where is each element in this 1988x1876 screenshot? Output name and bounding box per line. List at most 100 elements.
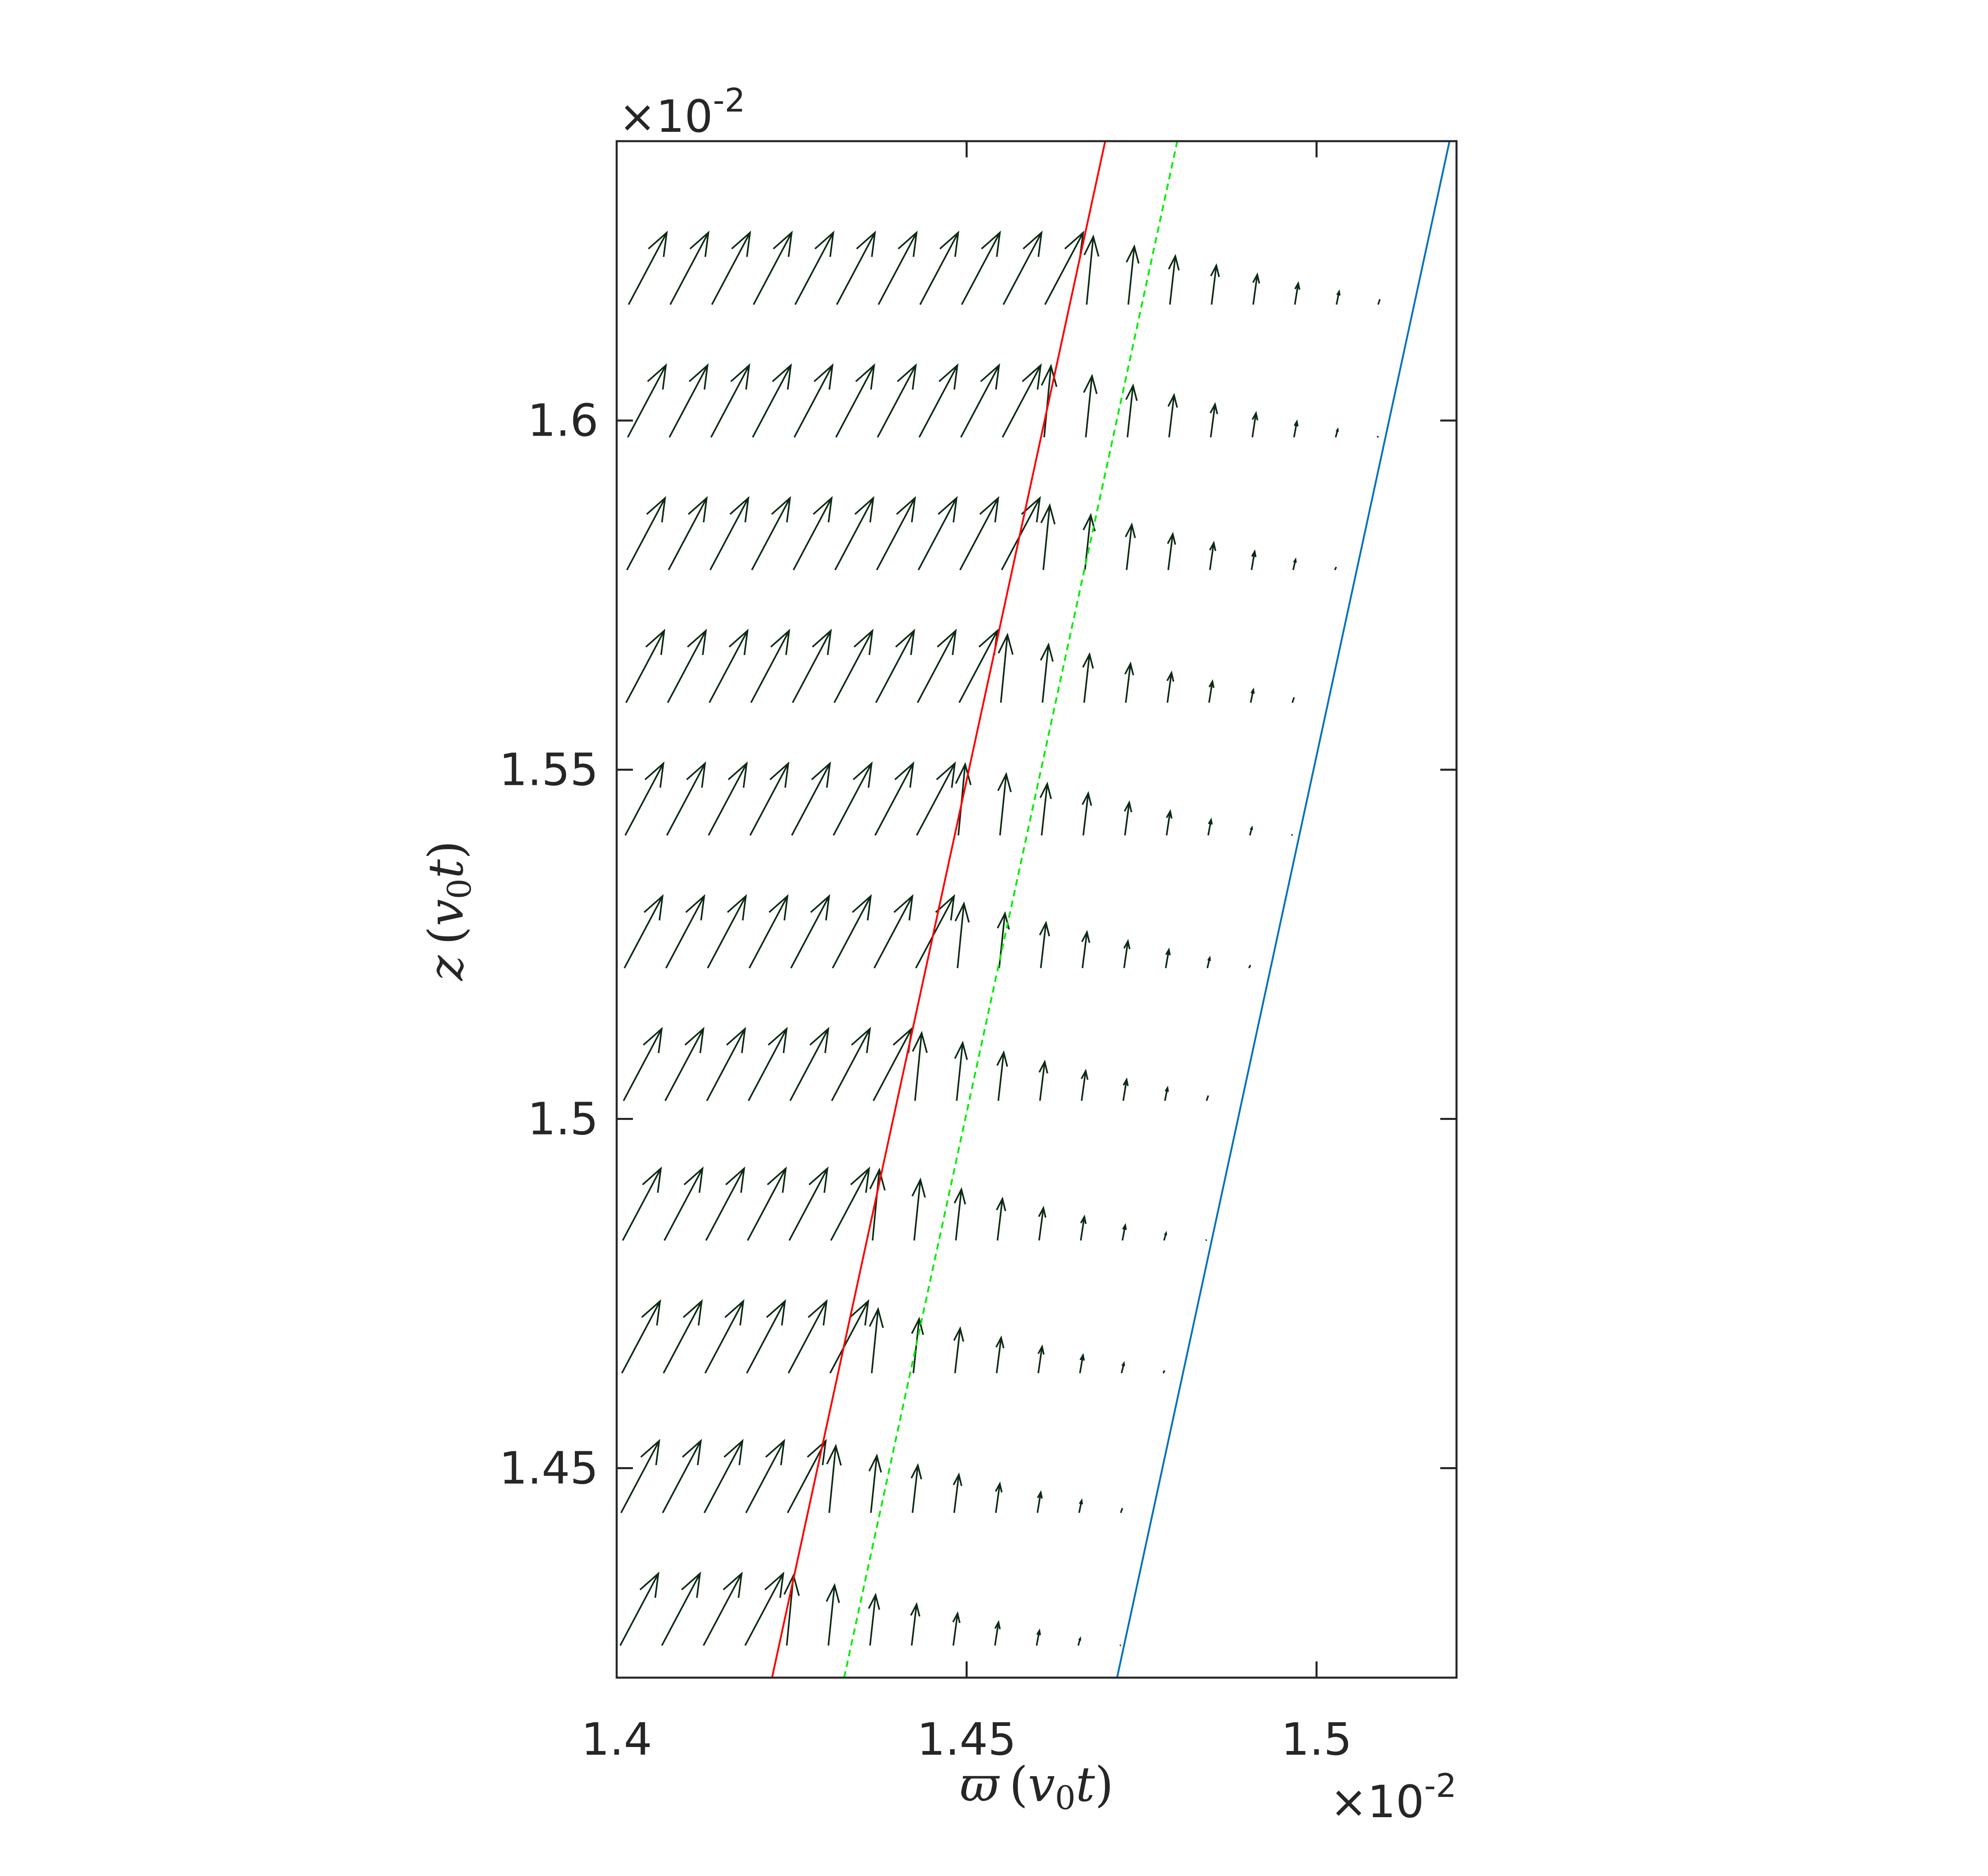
quiver-arrow (952, 1611, 961, 1646)
quiver-arrow (787, 1439, 827, 1513)
quiver-arrow (1123, 939, 1131, 968)
x-tick-label: 1.5 (1281, 1713, 1352, 1765)
x-axis-label: ϖ (v0t) (960, 1756, 1113, 1817)
quiver-arrow (994, 1620, 1001, 1646)
quiver-arrow (1125, 244, 1140, 305)
axis-labels: z(v0t) ϖ (v0t) ×10-2 ×10-2 (418, 82, 1457, 1828)
quiver-arrow (708, 761, 748, 836)
quiver-arrow (704, 1299, 744, 1374)
quiver-arrow (1124, 661, 1134, 703)
quiver-arrow (875, 628, 915, 703)
quiver-arrow (749, 761, 790, 836)
quiver-arrow (997, 772, 1012, 836)
quiver-arrow (669, 230, 710, 305)
quiver-arrow (1082, 791, 1092, 836)
quiver-arrow (668, 496, 708, 571)
quiver-arrow (1038, 1206, 1047, 1241)
quiver-arrow (794, 363, 834, 438)
quiver-arrow (666, 761, 706, 836)
quiver-arrow (1078, 1498, 1083, 1513)
quiver-arrow (622, 1166, 662, 1241)
quiver-arrow (624, 761, 665, 836)
quiver-arrow (954, 901, 970, 968)
quiver-arrow (1208, 679, 1215, 703)
quiver-arrow (628, 230, 668, 305)
y-tick-label: 1.6 (527, 395, 598, 447)
quiver-arrow (917, 628, 957, 703)
quiver-arrow (703, 1571, 743, 1646)
quiver-arrow (705, 1166, 745, 1241)
quiver-arrow (1123, 800, 1132, 836)
quiver-arrow (1166, 670, 1175, 703)
quiver-arrow (1083, 374, 1098, 438)
quiver-arrow (661, 1571, 701, 1646)
y-tick-label: 1.55 (499, 744, 598, 796)
quiver-arrow (869, 1307, 884, 1373)
quiver-arrow (620, 1439, 661, 1513)
quiver-arrow (961, 230, 1001, 305)
quiver-arrow (790, 894, 830, 969)
quiver-arrow (1079, 1353, 1085, 1373)
quiver-arrow (626, 496, 666, 571)
quiver-arrow (1377, 436, 1379, 438)
quiver-arrow (953, 1326, 964, 1373)
quiver-arrow (1120, 1508, 1123, 1513)
quiver-arrow (627, 363, 667, 438)
quiver-arrows (619, 230, 1381, 1646)
y-tick-label: 1.5 (527, 1093, 598, 1145)
quiver-arrow (663, 1299, 703, 1374)
quiver-arrow (792, 628, 832, 703)
quiver-arrow (1292, 557, 1297, 570)
quiver-arrow (1248, 965, 1251, 969)
y-tick-label: 1.45 (499, 1442, 598, 1494)
quiver-arrow (836, 230, 876, 305)
quiver-arrow (1037, 1344, 1045, 1373)
quiver-arrow (915, 894, 955, 969)
quiver-arrow (709, 496, 750, 571)
quiver-arrow (1167, 393, 1178, 438)
quiver-arrow (1165, 947, 1171, 968)
quiver-arrow (663, 1166, 704, 1241)
quiver-arrow (753, 230, 793, 305)
quiver-arrow (745, 1439, 785, 1513)
quiver-arrow (707, 894, 747, 969)
quiver-arrow (665, 894, 706, 969)
quiver-arrow (830, 1166, 870, 1241)
quiver-arrow (788, 1166, 829, 1241)
quiver-arrow (1040, 503, 1056, 570)
quiver-arrow (1336, 289, 1341, 305)
quiver-arrow (916, 761, 956, 836)
quiver-arrow (794, 230, 835, 305)
y-scale-label: ×10-2 (619, 82, 745, 142)
quiver-arrow (1125, 522, 1136, 570)
quiver-arrow (667, 628, 707, 703)
quiver-arrow (1163, 1231, 1167, 1241)
quiver-arrow (789, 1027, 830, 1101)
quiver-arrow (1291, 697, 1295, 703)
quiver-arrow (910, 1463, 922, 1513)
quiver-arrow (625, 628, 665, 703)
quiver-arrow (711, 230, 751, 305)
quiver-arrow (792, 496, 833, 571)
quiver-arrow (1125, 383, 1138, 438)
quiver-arrow (1166, 809, 1173, 836)
quiver-arrow (1249, 825, 1253, 836)
quiver-arrow (1082, 652, 1094, 703)
x-tick-label: 1.4 (581, 1713, 652, 1765)
quiver-arrow (1041, 363, 1058, 438)
axes-box (615, 140, 1458, 1679)
quiver-arrow (1210, 263, 1220, 305)
y-axis-label: z(v0t) (418, 840, 478, 981)
quiver-arrow (834, 496, 875, 571)
quiver-arrow (1251, 411, 1259, 438)
blue-boundary-line (1116, 141, 1450, 1678)
quiver-arrow (752, 363, 792, 438)
quiver-arrow (876, 496, 916, 571)
quiver-arrow (1293, 419, 1299, 438)
quiver-arrow (833, 761, 873, 836)
quiver-arrow (1119, 1644, 1121, 1646)
quiver-arrow (791, 761, 831, 836)
quiver-arrow (751, 496, 791, 571)
quiver-arrow (960, 363, 1000, 438)
quiver-arrow (919, 230, 960, 305)
